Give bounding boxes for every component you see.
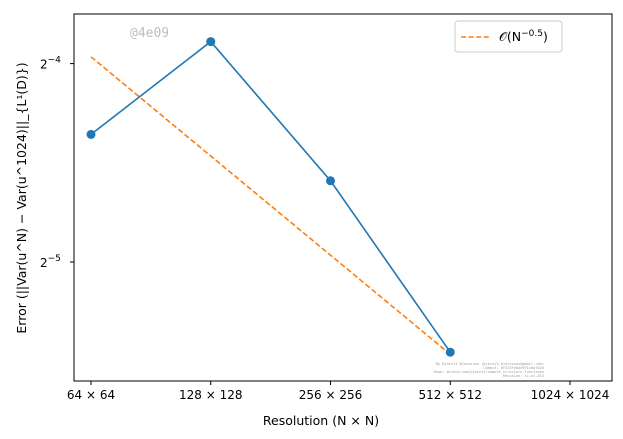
legend-label-base: 𝒪(N [499, 29, 521, 44]
y-axis-ticks: 2−52−4 [40, 56, 74, 270]
series-layer [86, 37, 455, 357]
y-tick-label: 2−4 [40, 56, 61, 72]
y-tick-exponent: −4 [48, 56, 62, 66]
y-tick-base: 2 [40, 58, 48, 72]
data-point [86, 129, 96, 139]
axes-frame [73, 13, 613, 382]
y-axis-label: Error (||Var(u^N) − Var(u^1024)||_{L¹(D)… [14, 62, 29, 333]
y-tick-label: 2−5 [40, 254, 61, 270]
legend-label-exp: −0.5 [521, 29, 543, 39]
x-axis-label: Resolution (N × N) [263, 413, 379, 428]
y-tick-exponent: −5 [48, 254, 61, 264]
x-tick-label: 64 × 64 [67, 388, 115, 402]
credit-line: Revision: 1c.a1.013 [503, 374, 544, 378]
watermark: @4e09 [130, 26, 169, 41]
legend: 𝒪(N−0.5) [454, 20, 563, 53]
credit-block: By Bjornit Bjornsson (bjornit.bjornsson@… [434, 362, 544, 378]
x-tick-label: 128 × 128 [179, 388, 243, 402]
x-axis-ticks: 64 × 64 128 × 128 256 × 256 512 × 512 1024 ×… [67, 381, 610, 402]
legend-box [454, 20, 563, 53]
x-tick-label: 1024 × 1024 [531, 388, 610, 402]
data-point [206, 37, 216, 47]
data-point [326, 176, 335, 186]
x-tick-label: 512 × 512 [419, 388, 483, 402]
x-tick-label: 256 × 256 [299, 388, 363, 402]
credit-line: By Bjornit Bjornsson (bjornit.bjornsson@… [436, 362, 544, 366]
legend-label-end: ) [543, 29, 548, 44]
legend-entry-label: 𝒪(N−0.5) [499, 29, 548, 44]
credit-line: Commit: 6f325fe84e9f1c0a7b2d [483, 366, 544, 370]
data-point [445, 347, 455, 357]
credit-line: Repo: github.com/bjornit/sample_structur… [434, 370, 544, 374]
error-line [90, 40, 451, 353]
reference-line [90, 56, 451, 355]
y-tick-base: 2 [40, 256, 48, 270]
